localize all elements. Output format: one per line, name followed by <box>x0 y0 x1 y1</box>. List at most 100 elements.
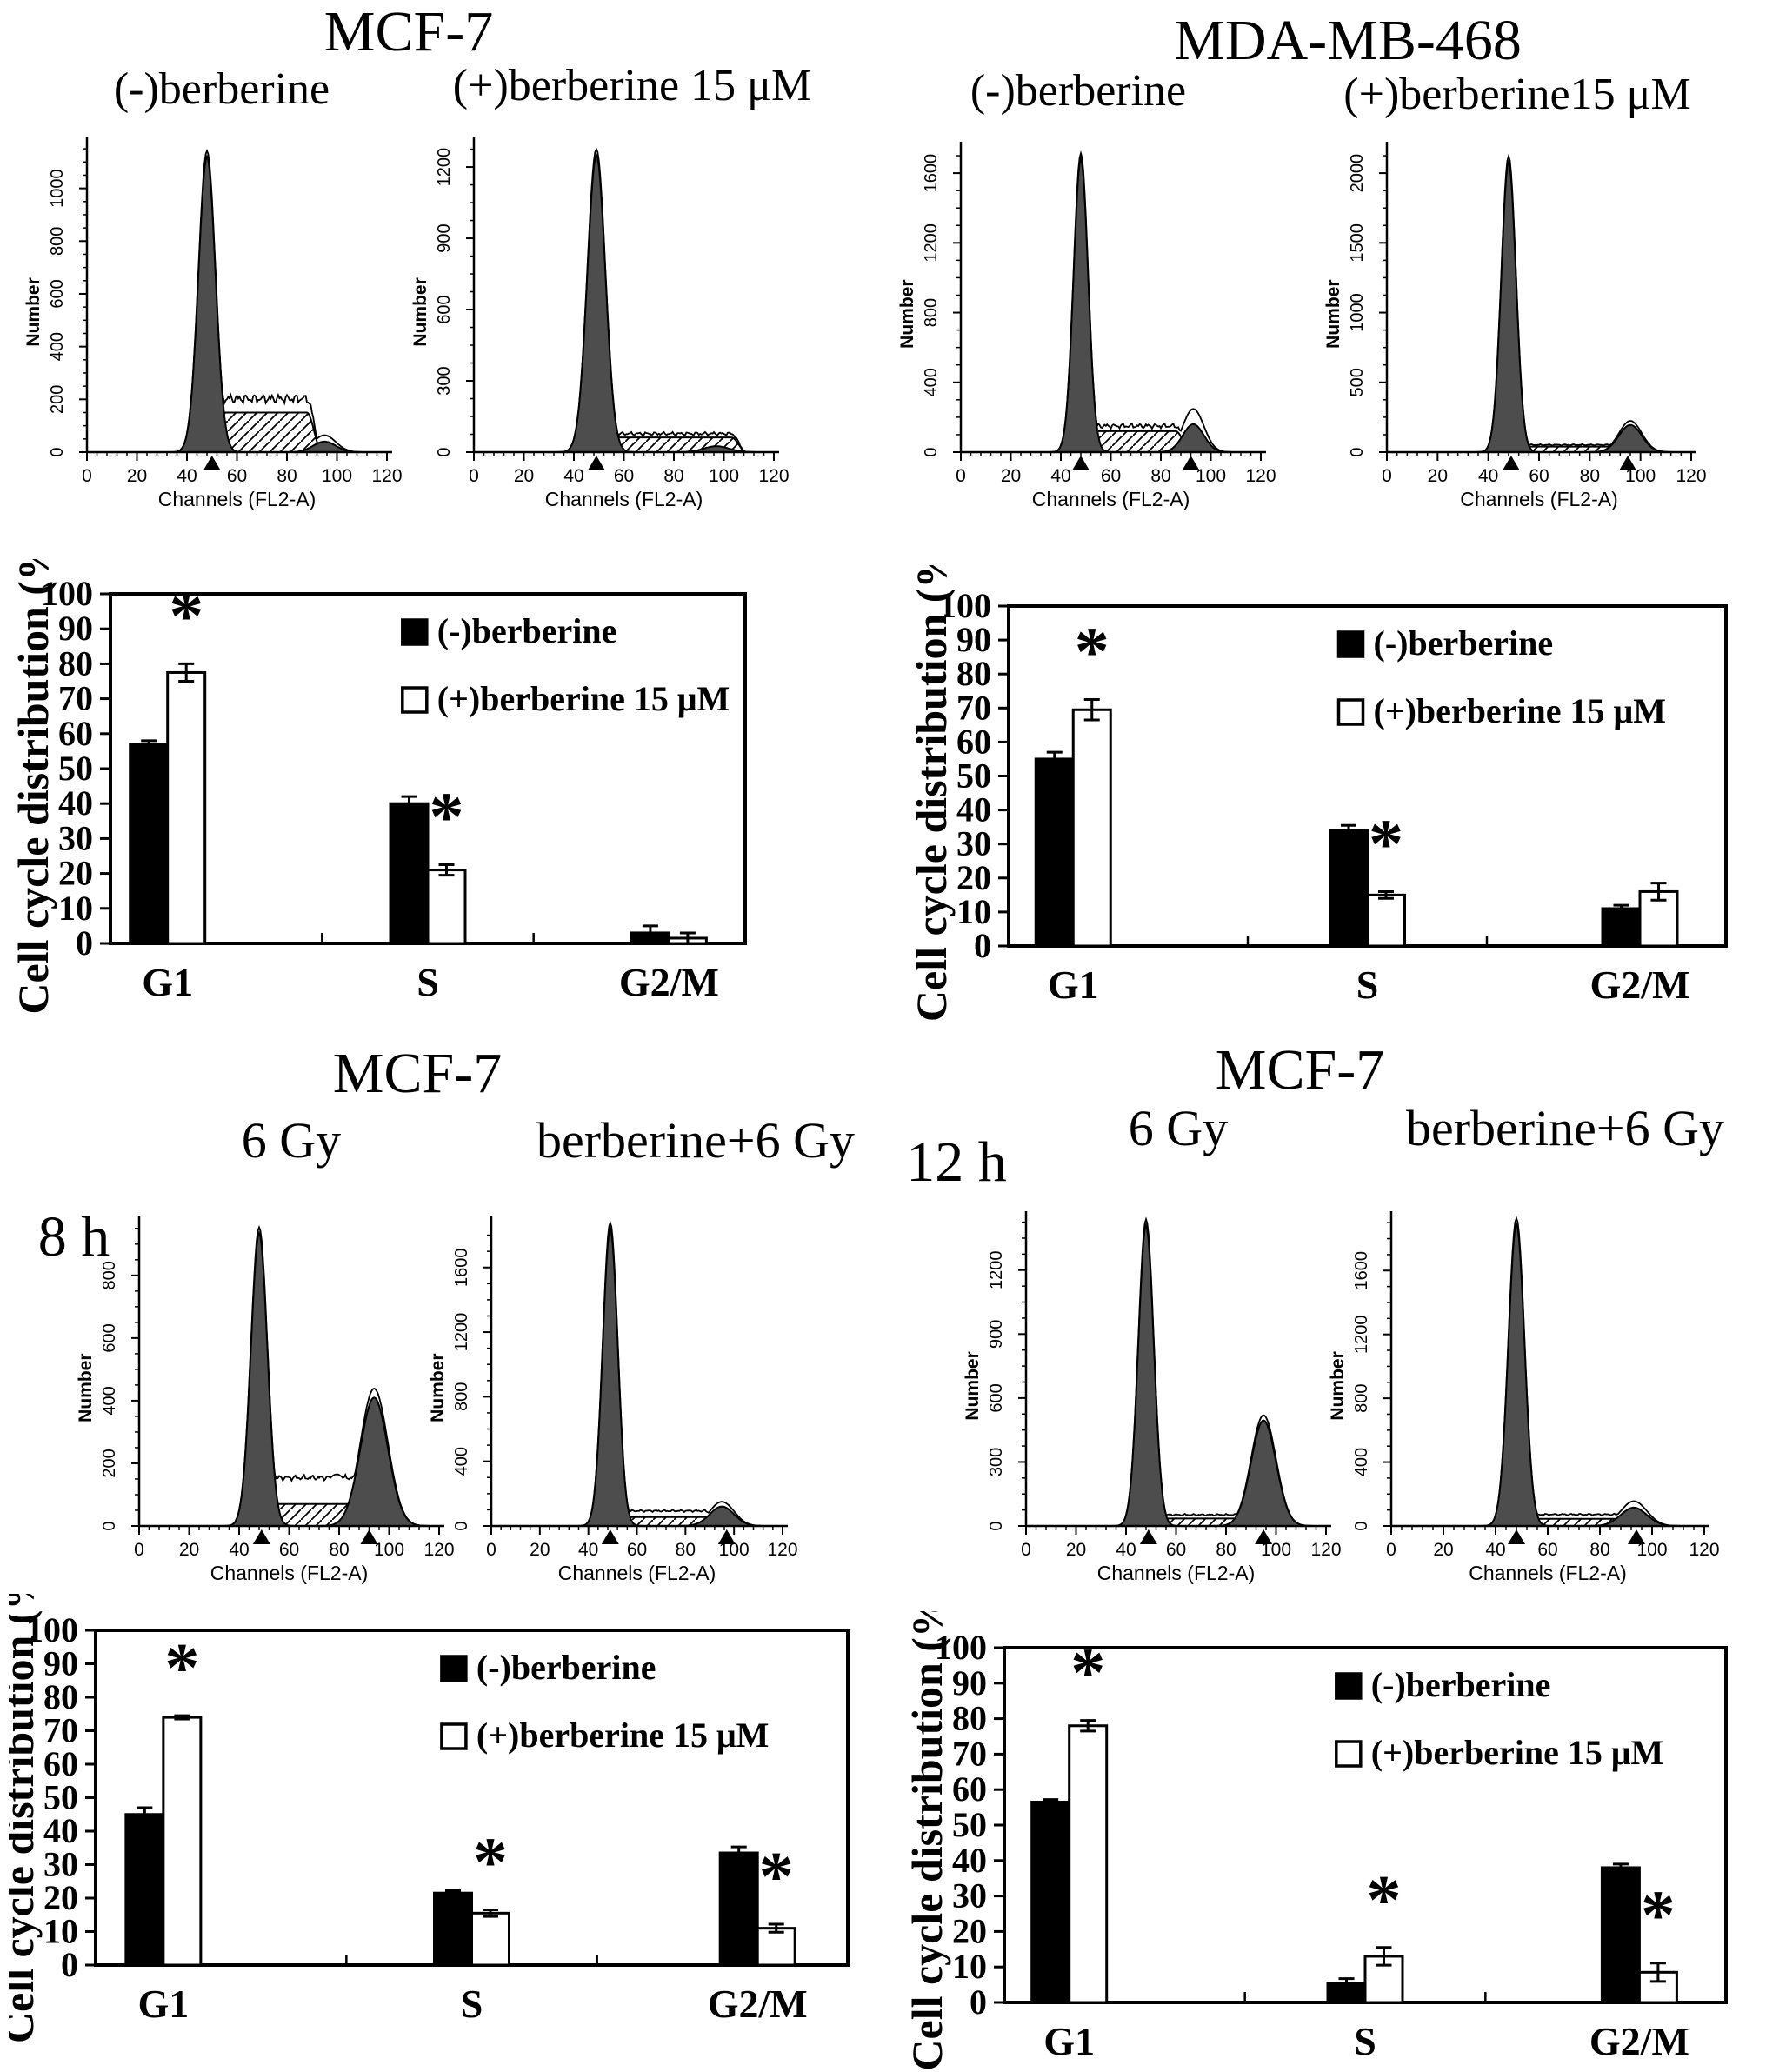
x-tick-label: 20 <box>1066 1540 1086 1560</box>
y-tick-label: 1600 <box>922 154 941 193</box>
condition-label-minus-berberine: (-)berberine <box>113 64 330 114</box>
y-tick-label: 1200 <box>922 223 941 263</box>
bar-s-white <box>1366 893 1406 948</box>
bar-chart-mcf7-cell-cycle: 0 10 20 30 40 50 60 70 80 90 100 Cell cycle distrib… <box>9 523 771 1043</box>
legend-label: (-)berberine <box>476 1648 656 1687</box>
raw-data-outline-curve <box>491 1220 783 1527</box>
x-axis-label: Channels (FL2-A) <box>210 1562 369 1584</box>
gate-marker-triangle-icon <box>1182 456 1200 470</box>
y-tick-label: 40 <box>58 783 93 823</box>
panel-title-mcf7: MCF-7 <box>323 0 494 63</box>
error-bar <box>445 1889 461 1897</box>
bar-g1-white <box>162 1716 203 1967</box>
x-tick-label: 80 <box>676 1540 696 1560</box>
raw-data-outline-curve <box>139 1224 439 1527</box>
error-bar <box>1612 1862 1629 1873</box>
error-bar <box>1083 698 1100 722</box>
category-label-g2m: G2/M <box>619 960 719 1004</box>
legend-label: (+)berberine 15 μM <box>1371 1733 1663 1772</box>
y-tick-label: 90 <box>43 1644 78 1683</box>
y-tick-label: 100 <box>935 1628 987 1667</box>
bar-g2m-white <box>756 1927 796 1967</box>
category-label-g1: G1 <box>1043 2019 1095 2063</box>
error-bar <box>768 1922 784 1934</box>
legend-label: (+)berberine 15 μM <box>476 1716 769 1755</box>
error-bar <box>438 863 455 877</box>
gate-marker-triangle-icon <box>360 1529 378 1544</box>
bar-g1-white <box>1071 708 1112 948</box>
y-axis-label: Number <box>1323 279 1343 348</box>
bar-g2m-black <box>718 1851 759 1967</box>
error-bar <box>137 1806 153 1822</box>
y-tick-label: 40 <box>956 790 991 829</box>
x-tick-label: 20 <box>1433 1540 1453 1560</box>
x-tick-label: 80 <box>1216 1540 1236 1560</box>
x-tick-label: 100 <box>1196 466 1226 486</box>
error-bar <box>1378 889 1394 900</box>
y-tick-label: 0 <box>100 1521 119 1530</box>
y-tick-label: 70 <box>58 679 93 718</box>
y-tick-label: 0 <box>452 1521 471 1530</box>
y-tick-label: 90 <box>956 620 991 659</box>
histogram-plot-area <box>491 1220 783 1527</box>
g1-g2-filled-peaks <box>474 152 774 453</box>
y-tick-label: 50 <box>952 1805 987 1844</box>
gate-marker-triangle-icon <box>587 456 605 470</box>
y-tick-label: 400 <box>1352 1448 1371 1476</box>
y-tick-label: 400 <box>48 332 67 361</box>
significance-star: * <box>759 1839 794 1915</box>
x-tick-label: 60 <box>1101 466 1121 486</box>
bar-g1-white <box>1068 1724 1109 2004</box>
legend: (-)berberine (+)berberine 15 μM <box>1335 1665 1663 1772</box>
y-tick-label: 80 <box>952 1699 987 1738</box>
time-label-8h: 8 h <box>37 1205 110 1269</box>
x-tick-label: 60 <box>627 1540 647 1560</box>
category-label-s: S <box>417 960 439 1004</box>
significance-star: * <box>169 578 203 655</box>
x-tick-label: 60 <box>1537 1540 1557 1560</box>
gate-marker-triangle-icon <box>1255 1529 1273 1544</box>
histogram-axes: 0 200 400 600 800 1000 Number 0 20 40 60 80 100 120 Ch… <box>23 137 403 510</box>
y-tick-label: 30 <box>952 1876 987 1915</box>
y-tick-label: 10 <box>952 1947 987 1986</box>
flow-histogram-svg: 0 400 800 1200 1600 Number 0 20 40 60 80 100 120 Chan… <box>1328 1211 1720 1584</box>
legend-label: (-)berberine <box>1374 623 1554 663</box>
y-tick-label: 400 <box>100 1386 119 1415</box>
histogram-plot-area <box>139 1224 439 1527</box>
error-bar <box>178 662 195 683</box>
y-axis-label: Cell cycle distribution (%) <box>13 559 57 1015</box>
histogram-axes: 0 300 600 900 1200 Number 0 20 40 60 80 100 120 Chann… <box>963 1211 1342 1584</box>
flow-histogram-svg: 0 300 600 900 1200 Number 0 20 40 60 80 100 120 Chann… <box>410 137 790 510</box>
y-tick-label: 70 <box>952 1734 987 1773</box>
y-axis-label: Cell cycle distribution (%) <box>907 565 956 1022</box>
x-tick-label: 80 <box>329 1540 349 1560</box>
condition-label-plus-berberine: (+)berberine15 μM <box>1343 70 1691 119</box>
legend-swatch-white-icon <box>440 1722 468 1750</box>
category-label-g1: G1 <box>1048 963 1099 1007</box>
bar-g1-white <box>166 670 207 945</box>
raw-data-outline-curve <box>1391 1216 1704 1527</box>
x-tick-label: 100 <box>1625 466 1656 486</box>
gate-marker-triangle-icon <box>717 1529 736 1544</box>
g1-g2-filled-peaks <box>139 1230 439 1527</box>
y-tick-label: 200 <box>48 385 67 414</box>
category-label-s: S <box>1354 2019 1376 2063</box>
time-label-12h: 12 h <box>906 1130 1007 1194</box>
category-label-g2m: G2/M <box>1590 963 1690 1007</box>
x-tick-label: 120 <box>767 1540 797 1560</box>
x-tick-label: 20 <box>179 1540 199 1560</box>
x-axis-label: Channels (FL2-A) <box>158 488 317 510</box>
y-tick-label: 60 <box>956 722 991 761</box>
y-axis-label: Cell cycle distribution (%) <box>9 1594 43 2043</box>
condition-label-6gy: 6 Gy <box>241 1112 342 1169</box>
gate-marker-triangle-icon <box>601 1529 619 1544</box>
x-tick-label: 60 <box>614 466 634 486</box>
raw-data-outline-curve <box>1387 153 1691 453</box>
y-axis-label: Number <box>1328 1351 1348 1420</box>
x-tick-label: 120 <box>423 1540 454 1560</box>
x-tick-label: 40 <box>1050 466 1070 486</box>
y-tick-label: 800 <box>1352 1383 1371 1412</box>
legend: (-)berberine (+)berberine 15 μM <box>1336 623 1666 730</box>
y-tick-label: 300 <box>435 366 454 395</box>
